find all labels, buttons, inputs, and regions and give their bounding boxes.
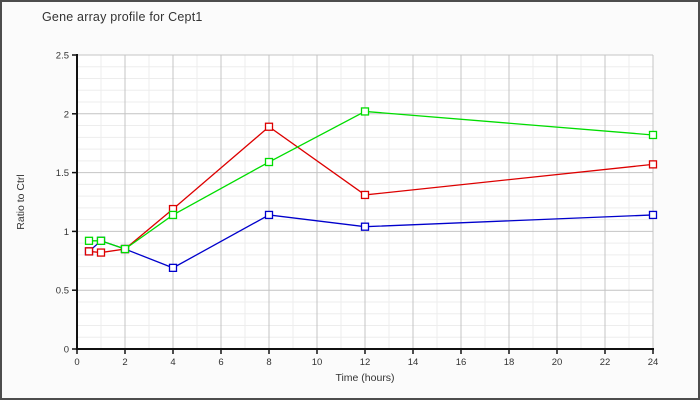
red-series-marker: [84, 247, 94, 256]
green-series-marker: [96, 236, 106, 245]
green-series-marker: [360, 107, 370, 116]
red-series-marker: [96, 248, 106, 257]
x-tick-label: 10: [312, 357, 323, 368]
green-series-marker: [120, 244, 130, 254]
red-series-marker: [264, 122, 274, 131]
x-tick-label: 4: [170, 357, 175, 368]
green-series-marker: [168, 210, 178, 220]
y-axis-label: Ratio to Ctrl: [15, 174, 27, 229]
y-tick-label: 1.5: [56, 168, 69, 179]
x-tick-label: 16: [456, 357, 467, 368]
blue-series-marker: [648, 210, 658, 220]
y-tick-label: 2.5: [56, 51, 69, 62]
blue-series-marker: [360, 222, 370, 231]
x-tick-label: 8: [266, 357, 271, 368]
chart-title: Gene array profile for Cept1: [42, 10, 203, 24]
y-tick-label: 0.5: [56, 286, 69, 297]
blue-series-marker: [168, 263, 178, 273]
x-tick-label: 2: [122, 357, 127, 368]
x-tick-label: 14: [408, 357, 419, 368]
green-series-marker: [648, 130, 658, 140]
red-series-marker: [360, 190, 370, 200]
y-tick-label: 0: [64, 345, 69, 356]
green-series-marker: [84, 236, 94, 245]
x-tick-label: 22: [600, 357, 611, 368]
x-axis-label: Time (hours): [335, 372, 394, 384]
x-tick-label: 20: [552, 357, 563, 368]
red-series-marker: [648, 160, 658, 169]
y-tick-label: 1: [64, 227, 69, 238]
x-tick-label: 24: [648, 357, 659, 368]
x-tick-label: 12: [360, 357, 371, 368]
green-series-marker: [264, 157, 274, 167]
x-tick-label: 0: [74, 357, 79, 368]
blue-series-marker: [264, 210, 274, 220]
x-tick-label: 6: [218, 357, 223, 368]
y-tick-label: 2: [64, 109, 69, 120]
x-tick-label: 18: [504, 357, 515, 368]
